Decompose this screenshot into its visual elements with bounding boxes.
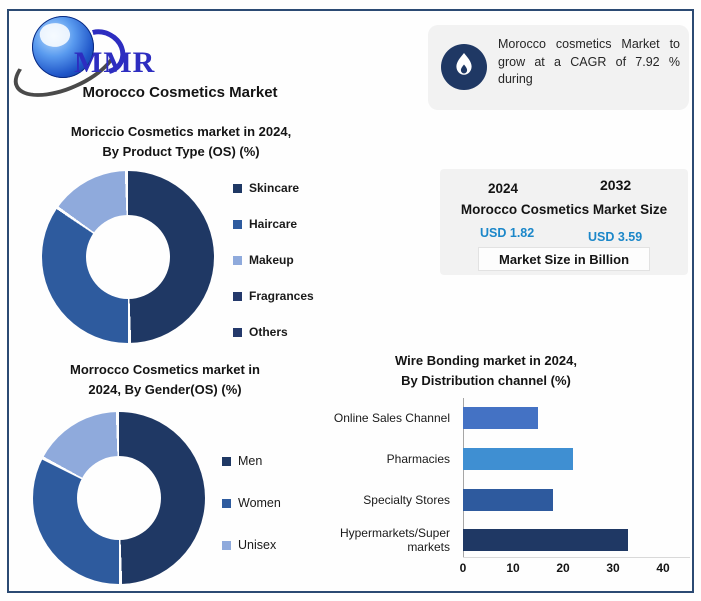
legend-marker <box>233 327 242 337</box>
product-type-donut-chart <box>42 171 214 343</box>
legend-marker <box>233 219 242 229</box>
x-axis-tick-20: 20 <box>556 561 570 575</box>
legend-marker <box>222 540 231 550</box>
legend-item-women: Women <box>222 482 281 524</box>
bar-track <box>463 448 663 470</box>
x-axis-tick-40: 40 <box>656 561 670 575</box>
bar-hypermarkets-supermarkets <box>463 529 628 551</box>
x-axis-tick-10: 10 <box>506 561 520 575</box>
value-start: USD 1.82 <box>480 226 535 240</box>
x-axis-tick-0: 0 <box>459 561 467 575</box>
legend-item-others: Others <box>233 314 314 350</box>
value-end: USD 3.59 <box>588 230 643 244</box>
bar-specialty-stores <box>463 489 553 511</box>
year-start: 2024 <box>488 181 519 196</box>
x-axis-tick-30: 30 <box>606 561 620 575</box>
bar-category-label: Specialty Stores <box>363 493 450 507</box>
unit-label: Market Size in Billion <box>478 247 650 271</box>
market-size-title: Morocco Cosmetics Market Size <box>460 202 668 217</box>
gender-donut-chart <box>33 412 205 584</box>
x-axis-line <box>463 557 690 558</box>
flame-icon <box>441 44 487 90</box>
page-border <box>7 9 694 593</box>
bar-online-sales-channel <box>463 407 538 429</box>
bar-category-label: Hypermarkets/Supermarkets <box>339 526 450 554</box>
mmr-logo: MMR <box>4 12 164 111</box>
legend-item-makeup: Makeup <box>233 242 314 278</box>
gender-chart-title: Morrocco Cosmetics market in 2024, By Ge… <box>69 362 260 397</box>
bar-track <box>463 407 663 429</box>
legend-label: Men <box>238 454 263 468</box>
bar-category-label: Online Sales Channel <box>333 411 450 425</box>
y-axis-line <box>463 398 464 557</box>
page-title: Morocco Cosmetics Market <box>82 84 278 101</box>
legend-label: Fragrances <box>249 289 314 303</box>
legend-label: Others <box>249 325 288 339</box>
product-chart-title: Moriccio Cosmetics market in 2024, By Pr… <box>70 124 292 159</box>
legend-label: Haircare <box>249 217 298 231</box>
bar-pharmacies <box>463 448 573 470</box>
bar-category-label: Pharmacies <box>386 452 450 466</box>
legend-marker <box>233 183 242 193</box>
legend-item-skincare: Skincare <box>233 170 314 206</box>
cagr-text: Morocco cosmetics Market to grow at a CA… <box>498 37 680 86</box>
legend-label: Women <box>238 496 281 510</box>
bar-track <box>463 489 663 511</box>
legend-label: Makeup <box>249 253 294 267</box>
legend-item-haircare: Haircare <box>233 206 314 242</box>
market-size-box: 2024 2032 Morocco Cosmetics Market Size … <box>440 169 688 275</box>
bar-row: Specialty Stores <box>333 488 690 512</box>
distribution-bar-chart: Online Sales Channel Pharmacies Specialty … <box>333 398 690 584</box>
donut-hole <box>77 456 161 540</box>
bar-row: Hypermarkets/Supermarkets <box>333 526 690 554</box>
year-end: 2032 <box>600 177 632 193</box>
legend-label: Unisex <box>238 538 277 552</box>
bar-track <box>463 529 663 551</box>
legend-marker <box>233 291 242 301</box>
legend-label: Skincare <box>249 181 300 195</box>
globe-icon <box>32 16 94 78</box>
legend-item-fragrances: Fragrances <box>233 278 314 314</box>
product-type-legend: Skincare Haircare Makeup Fragrances Others <box>233 170 314 350</box>
legend-marker <box>233 255 242 265</box>
gender-legend: Men Women Unisex <box>222 440 281 566</box>
legend-item-unisex: Unisex <box>222 524 281 566</box>
legend-item-men: Men <box>222 440 281 482</box>
cagr-callout: Morocco cosmetics Market to grow at a CA… <box>428 25 689 110</box>
legend-marker <box>222 498 231 508</box>
donut-hole <box>86 215 170 299</box>
distribution-chart-title: Wire Bonding market in 2024, By Distribu… <box>395 353 577 388</box>
legend-marker <box>222 456 231 466</box>
logo-text: MMR <box>74 46 156 79</box>
bar-row: Online Sales Channel <box>333 406 690 430</box>
bar-row: Pharmacies <box>333 447 690 471</box>
